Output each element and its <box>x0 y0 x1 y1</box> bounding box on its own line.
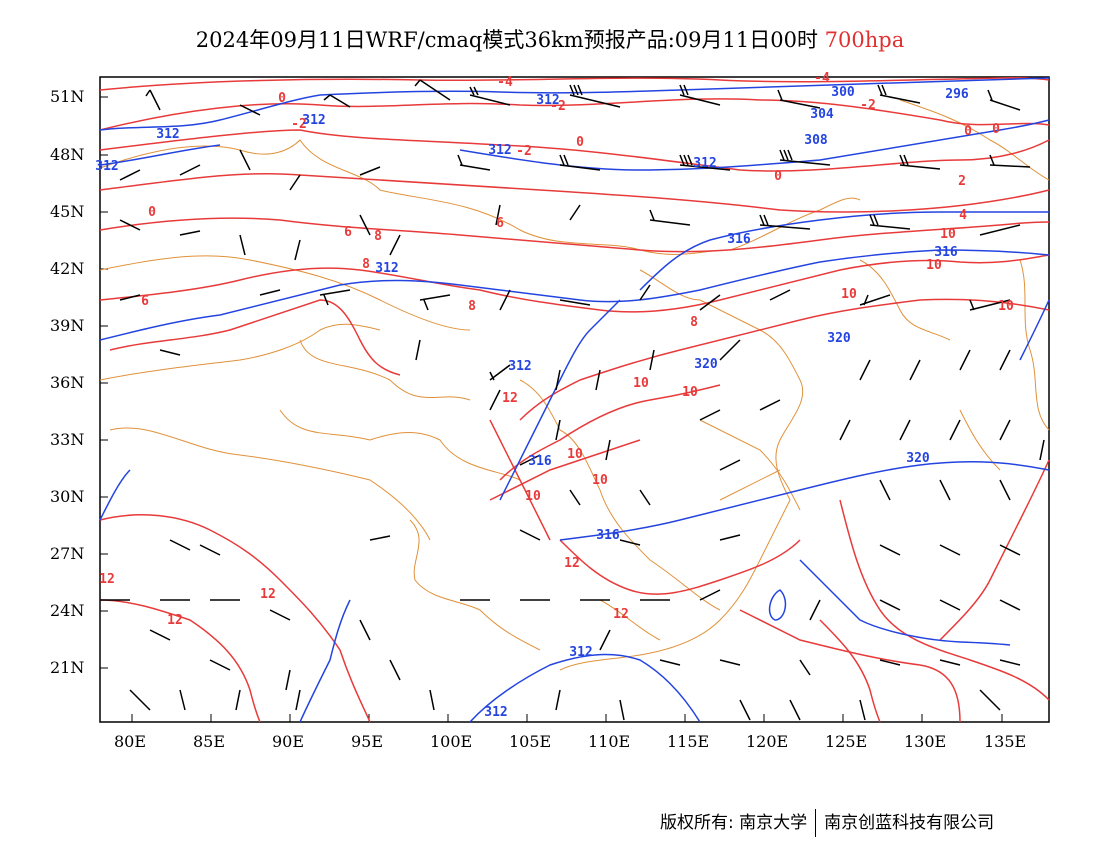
boundary-lines <box>99 99 1050 671</box>
geopotential-contour-label: 312 <box>693 156 716 171</box>
lat-label: 42N <box>50 259 85 278</box>
title-main: 2024年09月11日WRF/cmaq模式36km预报产品:09月11日00时 <box>195 28 818 52</box>
temperature-contour-label: -2 <box>860 98 876 113</box>
lon-label: 115E <box>667 732 710 751</box>
lon-label: 130E <box>904 732 947 751</box>
temperature-contour-label: 10 <box>841 287 857 302</box>
map-frame <box>99 76 1050 723</box>
lat-label: 30N <box>50 487 85 506</box>
geopotential-contour-label: 300 <box>831 85 855 100</box>
temperature-contour-label: -2 <box>291 117 307 132</box>
geopotential-contour-label: 312 <box>156 127 179 142</box>
temperature-contour-label: 10 <box>926 258 942 273</box>
geopotential-contour-label: 312 <box>536 93 559 108</box>
title-level: 700hpa <box>824 28 905 52</box>
temperature-contour-label: -4 <box>814 71 830 86</box>
lon-label: 80E <box>114 732 147 751</box>
temperature-contour-label: 8 <box>690 315 698 330</box>
temperature-contour-label: 8 <box>468 299 476 314</box>
temperature-contour-label: 12 <box>613 607 629 622</box>
temperature-contour-label: -2 <box>516 144 532 159</box>
temperature-contour-label: 0 <box>964 124 972 139</box>
temperature-contour-label: 4 <box>959 208 967 223</box>
temperature-contour-label: 2 <box>958 174 966 189</box>
temperature-contour-label: -2 <box>550 99 566 114</box>
temperature-contour-label: 12 <box>167 613 183 628</box>
geopotential-contour-label: 316 <box>596 528 620 543</box>
temperature-contour-label: 12 <box>564 556 580 571</box>
geopotential-labels: 296 300 304 308 312 312 312 312 312 312 312 312 312 3… <box>95 85 969 720</box>
map-title: 2024年09月11日WRF/cmaq模式36km预报产品:09月11日00时 … <box>0 24 1100 54</box>
geopotential-contour-label: 304 <box>810 107 834 122</box>
wind-barbs <box>100 79 1045 721</box>
geopotential-contour-label: 296 <box>945 87 969 102</box>
temperature-contour-label: -4 <box>497 75 513 90</box>
geopotential-contour-label: 320 <box>827 331 851 346</box>
temperature-contour-label: 10 <box>940 227 956 242</box>
lat-label: 36N <box>50 373 85 392</box>
temperature-contours <box>99 77 1050 723</box>
lon-label: 125E <box>825 732 868 751</box>
lat-label: 33N <box>50 430 85 449</box>
temperature-contour-label: 0 <box>774 169 782 184</box>
lon-label: 90E <box>272 732 305 751</box>
lon-label: 85E <box>193 732 226 751</box>
lon-label: 105E <box>509 732 552 751</box>
geopotential-contour-label: 312 <box>508 359 531 374</box>
footer: 版权所有: 南京大学 南京创蓝科技有限公司 <box>660 808 994 837</box>
geopotential-contour-label: 312 <box>375 261 398 276</box>
geopotential-contour-label: 320 <box>694 357 718 372</box>
temperature-contour-label: 0 <box>278 91 286 106</box>
geopotential-contour-label: 312 <box>569 645 592 660</box>
temperature-contour-label: 10 <box>998 299 1014 314</box>
temperature-contour-label: 8 <box>362 257 370 272</box>
geopotential-contour-label: 312 <box>95 159 118 174</box>
geopotential-contour-label: 316 <box>934 245 958 260</box>
lat-label: 27N <box>50 544 85 563</box>
lon-label: 95E <box>351 732 384 751</box>
geopotential-contour-label: 312 <box>302 113 325 128</box>
lon-label: 135E <box>984 732 1027 751</box>
temperature-contour-label: 12 <box>260 587 276 602</box>
temperature-contour-label: 0 <box>576 135 584 150</box>
temperature-contour-label: 0 <box>992 122 1000 137</box>
lat-label: 45N <box>50 202 85 221</box>
temperature-contour-label: 0 <box>148 205 156 220</box>
footer-right: 南京创蓝科技有限公司 <box>824 813 995 833</box>
temperature-contour-label: 12 <box>99 572 115 587</box>
temperature-contour-label: 12 <box>502 391 518 406</box>
lat-label: 21N <box>50 658 85 677</box>
temperature-contour-label: 10 <box>592 473 608 488</box>
footer-left: 版权所有: 南京大学 <box>660 813 808 833</box>
geopotential-contour-label: 308 <box>804 133 828 148</box>
temperature-contour-label: 10 <box>682 385 698 400</box>
lat-label: 51N <box>50 87 85 106</box>
temperature-contour-label: 8 <box>374 229 382 244</box>
lon-ticks <box>131 714 1003 722</box>
lat-label: 39N <box>50 316 85 335</box>
lat-label: 24N <box>50 601 85 620</box>
lon-label: 100E <box>430 732 473 751</box>
geopotential-contour-label: 312 <box>484 705 507 720</box>
lon-label: 110E <box>588 732 631 751</box>
lon-label: 120E <box>746 732 789 751</box>
temperature-contour-label: 10 <box>633 376 649 391</box>
geopotential-contour-label: 316 <box>727 232 751 247</box>
temperature-contour-label: 10 <box>525 489 541 504</box>
geopotential-contour-label: 316 <box>528 454 552 469</box>
geopotential-contour-label: 320 <box>906 451 930 466</box>
temperature-contour-label: 6 <box>344 225 352 240</box>
footer-separator <box>815 809 817 837</box>
temperature-contour-label: 10 <box>567 447 583 462</box>
temperature-contour-label: 6 <box>496 216 504 231</box>
lat-label: 48N <box>50 145 85 164</box>
temperature-contour-label: 6 <box>141 294 149 309</box>
geopotential-contour-label: 312 <box>488 143 511 158</box>
